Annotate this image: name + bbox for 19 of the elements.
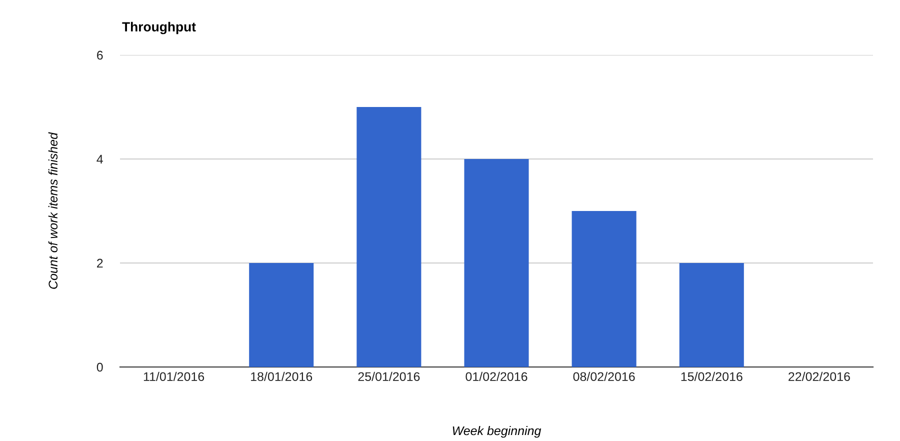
x-axis-title: Week beginning <box>452 426 542 438</box>
y-axis-title: Count of work items finished <box>48 132 58 289</box>
x-tick-label: 15/02/2016 <box>681 372 742 382</box>
y-tick-label: 0 <box>96 362 103 372</box>
x-tick-label: 22/02/2016 <box>788 372 850 382</box>
x-tick-label: 01/02/2016 <box>466 372 528 382</box>
bar <box>572 211 636 367</box>
x-tick-label: 25/01/2016 <box>358 372 420 382</box>
x-tick-label: 08/02/2016 <box>573 372 635 382</box>
bar <box>249 263 314 367</box>
bar <box>356 107 422 367</box>
bar <box>679 263 744 367</box>
x-tick-label: 11/01/2016 <box>144 372 204 382</box>
bar <box>464 159 529 367</box>
x-tick-label: 18/01/2016 <box>251 372 312 382</box>
chart-title: Throughput <box>122 22 196 34</box>
y-tick-label: 2 <box>97 258 103 268</box>
y-tick-label: 6 <box>97 50 103 60</box>
y-tick-label: 4 <box>96 154 103 164</box>
